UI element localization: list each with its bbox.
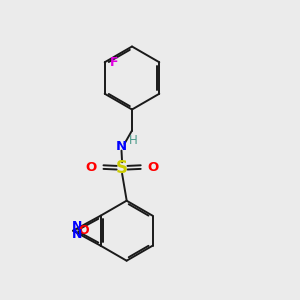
Text: O: O	[78, 224, 89, 237]
Text: F: F	[110, 56, 118, 69]
Text: O: O	[147, 160, 159, 174]
Text: S: S	[116, 159, 128, 177]
Text: O: O	[86, 160, 97, 174]
Text: H: H	[128, 134, 137, 147]
Text: N: N	[71, 220, 82, 233]
Text: N: N	[71, 229, 82, 242]
Text: N: N	[116, 140, 127, 153]
